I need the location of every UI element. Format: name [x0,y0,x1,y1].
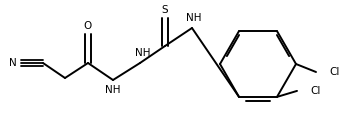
Text: NH: NH [105,85,121,95]
Text: S: S [162,5,168,15]
Text: Cl: Cl [329,67,339,77]
Text: NH: NH [186,13,202,23]
Text: NH: NH [135,48,151,58]
Text: N: N [9,58,17,68]
Text: Cl: Cl [310,86,320,96]
Text: O: O [84,21,92,31]
